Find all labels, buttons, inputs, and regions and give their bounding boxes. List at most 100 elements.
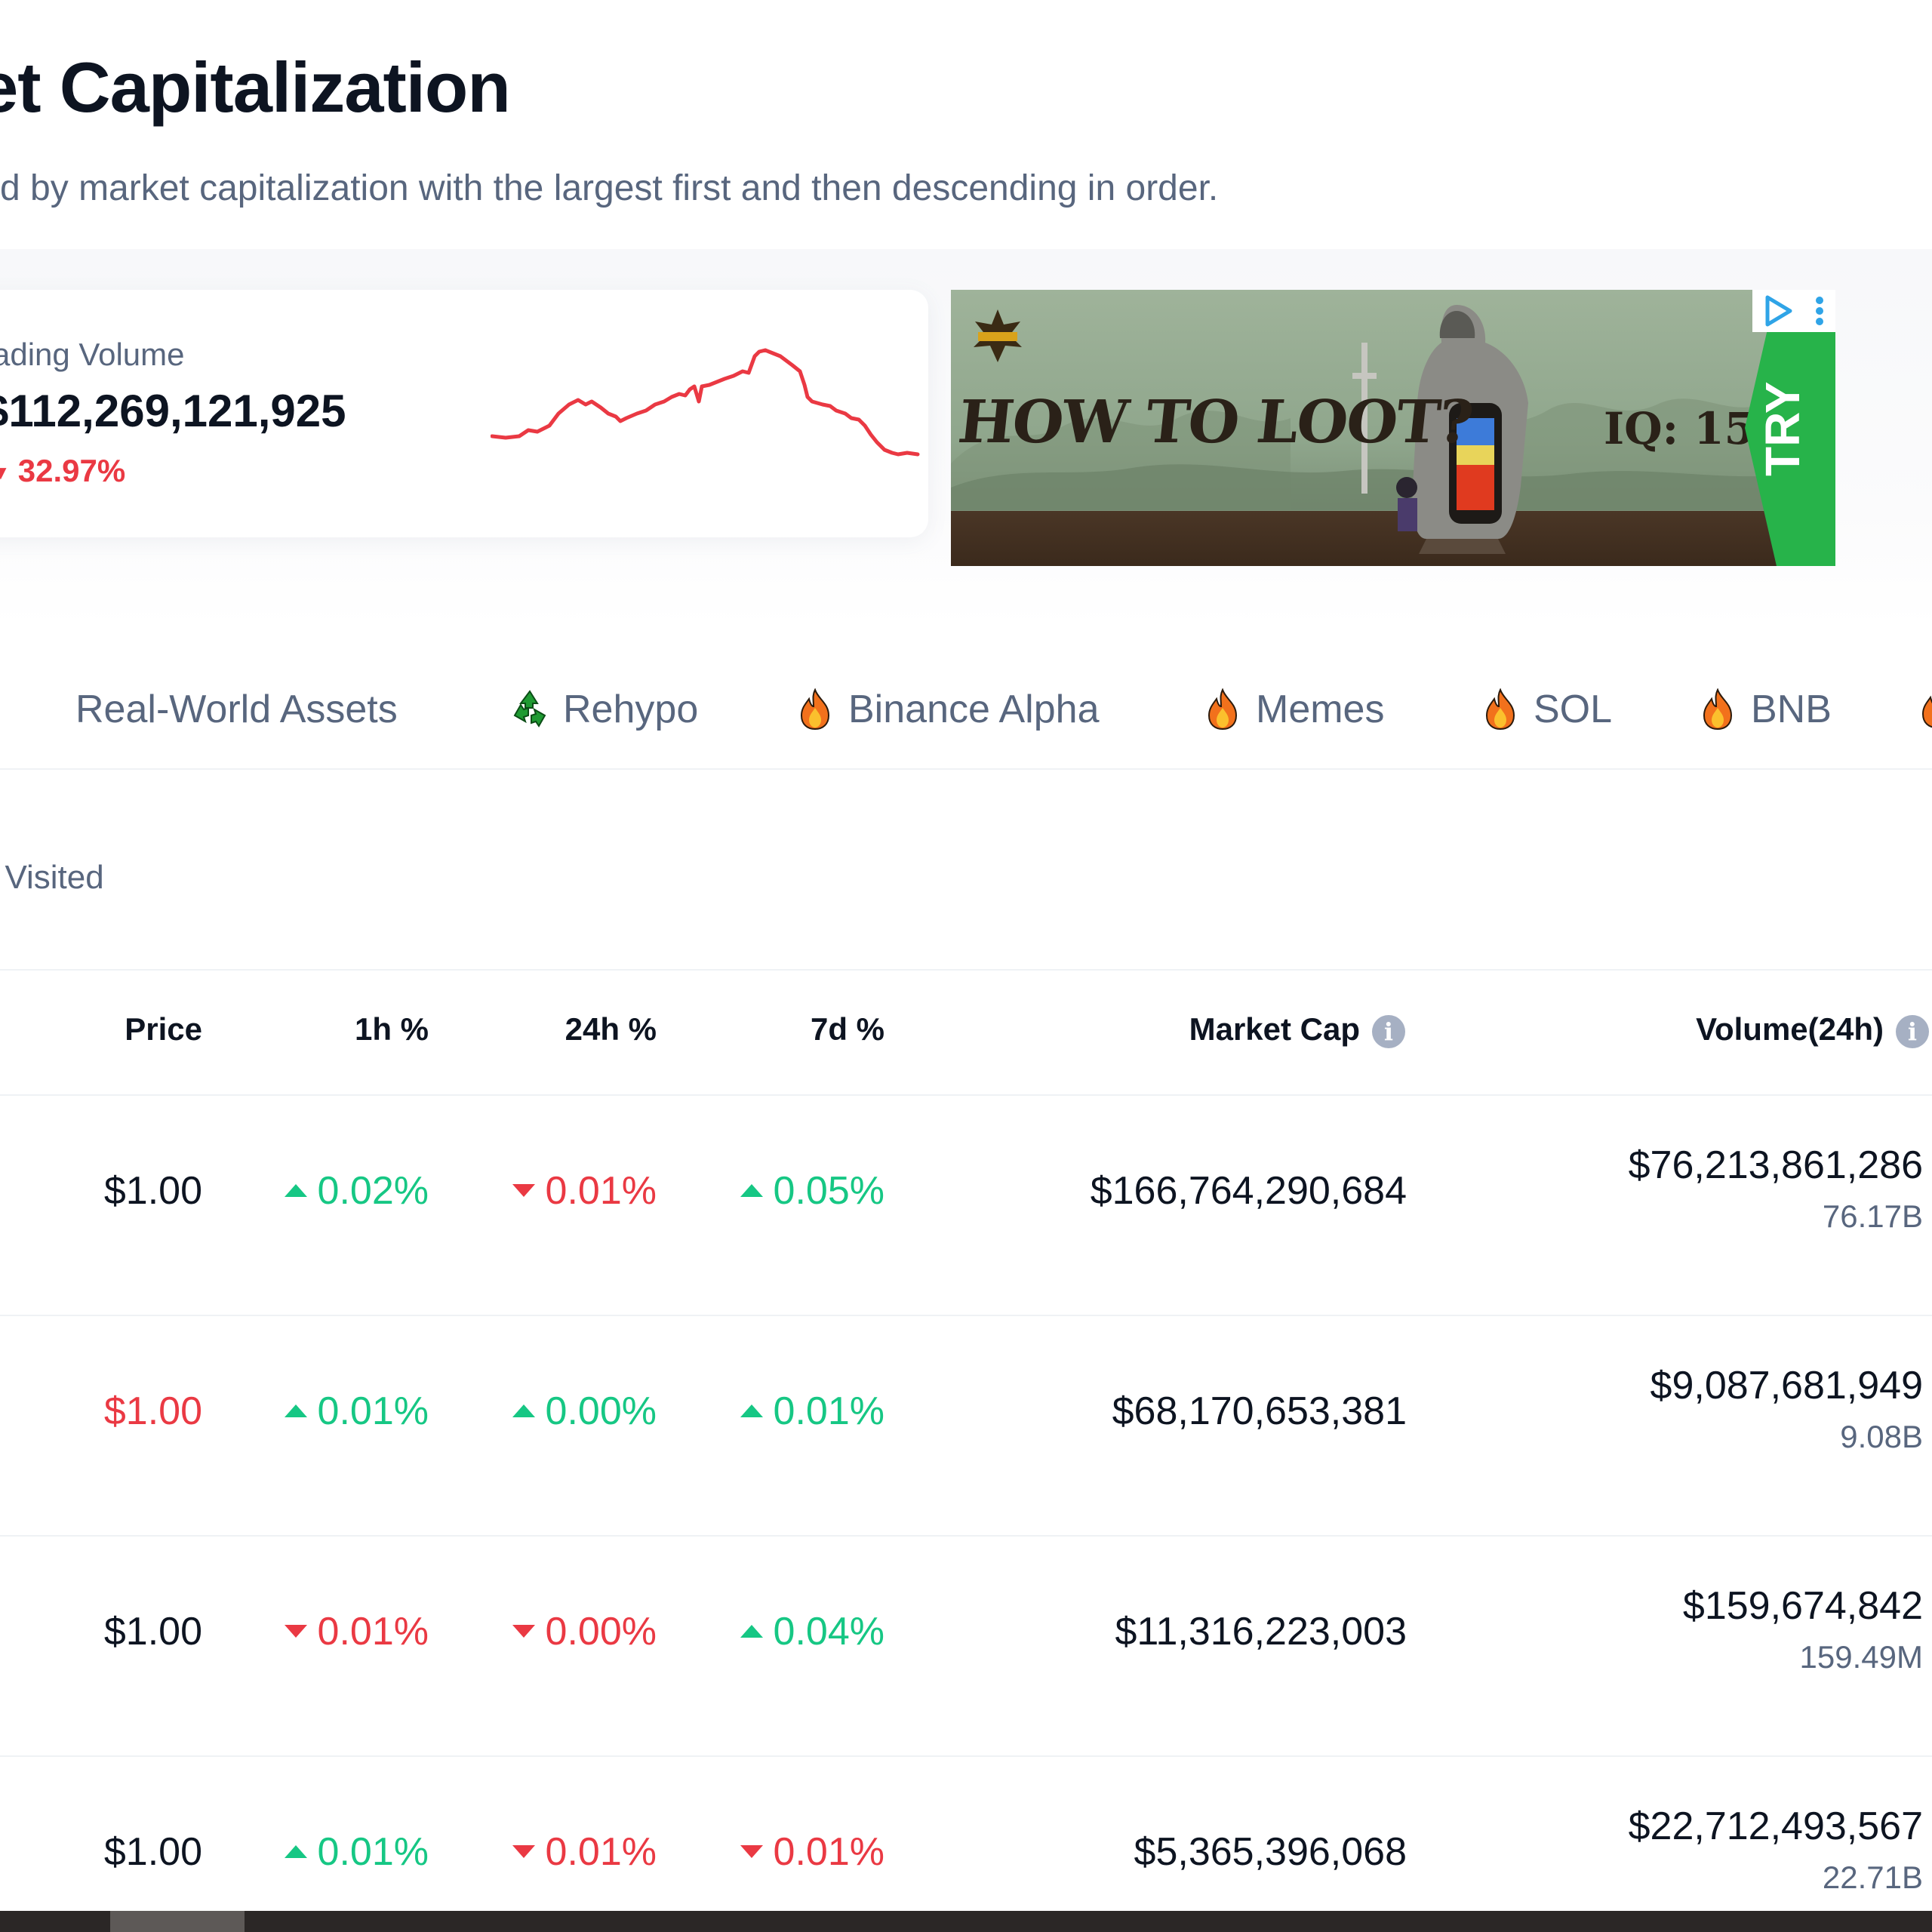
- divider: [0, 1094, 1932, 1096]
- column-header-24h[interactable]: 24h %: [565, 1011, 657, 1047]
- scrollbar-thumb[interactable]: [110, 1911, 245, 1932]
- caret-up-icon: [740, 1183, 763, 1197]
- percent-value: 0.00%: [545, 1610, 657, 1654]
- table-row[interactable]: $1.00 0.01% 0.00% 0.04% $11,316,223,003 $159,…: [0, 1537, 1932, 1757]
- volume-sub-cell: 22.71B: [1822, 1860, 1923, 1895]
- ad-choices[interactable]: [1752, 290, 1835, 332]
- divider: [0, 969, 1932, 971]
- tab-overflow[interactable]: [1917, 687, 1932, 729]
- column-header-market-cap[interactable]: Market Cap i: [1189, 1011, 1405, 1048]
- ad-choices-icon[interactable]: [1761, 294, 1795, 328]
- percent-value: 0.02%: [317, 1169, 429, 1213]
- price-cell: $1.00: [103, 1169, 202, 1213]
- fire-icon: [1208, 688, 1238, 731]
- trading-volume-change: ▼ 32.97%: [0, 453, 125, 489]
- column-header-price[interactable]: Price: [125, 1011, 202, 1047]
- price-cell: $1.00: [103, 1389, 202, 1433]
- tab-binance-alpha[interactable]: Binance Alpha: [795, 687, 1100, 732]
- trading-volume-change-value: 32.97%: [17, 453, 126, 488]
- page-title: et Capitalization: [0, 48, 511, 127]
- recycle-icon: [513, 690, 546, 728]
- ad-background-art: [951, 398, 1835, 510]
- volume-sub-cell: 159.49M: [1799, 1639, 1923, 1675]
- column-header-7d[interactable]: 7d %: [810, 1011, 884, 1047]
- last-visited-label[interactable]: t Visited: [0, 859, 104, 896]
- volume-cell: $76,213,861,286: [1628, 1143, 1923, 1187]
- caret-up-icon: [512, 1404, 535, 1417]
- volume-cell: $22,712,493,567: [1628, 1804, 1923, 1848]
- percent-value: 0.01%: [773, 1389, 884, 1433]
- percent-value: 0.04%: [773, 1610, 884, 1654]
- ad-try-label: TRY: [1755, 381, 1810, 476]
- trading-volume-label: rading Volume: [0, 337, 185, 372]
- tab-label: Real-World Assets: [75, 688, 398, 731]
- tab-memes[interactable]: Memes: [1203, 687, 1384, 732]
- tab-bnb[interactable]: BNB: [1698, 687, 1832, 732]
- tab-sol[interactable]: SOL: [1481, 687, 1612, 732]
- table-row[interactable]: $1.00 0.01% 0.00% 0.01% $68,170,653,381 $9,08…: [0, 1316, 1932, 1537]
- percent-value: 0.01%: [545, 1169, 657, 1213]
- tab-real-world-assets[interactable]: Real-World Assets: [75, 687, 398, 732]
- caret-down-icon: [512, 1844, 535, 1858]
- volume-sub-cell: 9.08B: [1840, 1419, 1923, 1454]
- market-cap-cell: $166,764,290,684: [1090, 1169, 1407, 1213]
- caret-down-icon: [284, 1624, 307, 1638]
- percent-change-d7: 0.05%: [740, 1168, 884, 1214]
- percent-change-d7: 0.01%: [740, 1829, 884, 1875]
- fire-icon: [1921, 695, 1932, 728]
- tab-label: Memes: [1256, 688, 1385, 731]
- percent-change-h24: 0.00%: [512, 1609, 657, 1654]
- column-header-1h[interactable]: 1h %: [354, 1011, 429, 1047]
- advertisement-banner[interactable]: HOW TO LOOT? IQ: 155 TRY: [951, 290, 1835, 566]
- price-cell: $1.00: [103, 1830, 202, 1874]
- price-cell: $1.00: [103, 1610, 202, 1654]
- horizontal-scrollbar[interactable]: [0, 1911, 1932, 1932]
- percent-change-h1: 0.02%: [284, 1168, 429, 1214]
- percent-value: 0.01%: [317, 1610, 429, 1654]
- caret-up-icon: [284, 1183, 307, 1197]
- volume-header-label: Volume(24h): [1696, 1011, 1884, 1047]
- tab-label: Rehypo: [563, 688, 699, 731]
- fire-icon: [1703, 688, 1733, 731]
- market-cap-cell: $11,316,223,003: [1115, 1610, 1407, 1654]
- table-row[interactable]: $1.00 0.02% 0.01% 0.05% $166,764,290,684 $76,…: [0, 1096, 1932, 1316]
- trading-volume-value: $112,269,121,925: [0, 386, 346, 436]
- volume-cell: $9,087,681,949: [1650, 1364, 1923, 1407]
- page-subtitle: d by market capitalization with the larg…: [0, 168, 1219, 208]
- percent-value: 0.05%: [773, 1169, 884, 1213]
- category-tabs: Real-World Assets Rehypo Binance Alpha M…: [0, 664, 1932, 770]
- caret-up-icon: [740, 1404, 763, 1417]
- trading-volume-card[interactable]: [0, 290, 928, 537]
- sparkline-line: [491, 348, 920, 457]
- percent-value: 0.01%: [317, 1830, 429, 1874]
- percent-value: 0.01%: [545, 1830, 657, 1874]
- percent-change-h24: 0.01%: [512, 1829, 657, 1875]
- info-icon[interactable]: i: [1896, 1014, 1929, 1048]
- caret-down-icon: [740, 1844, 763, 1858]
- caret-up-icon: [740, 1624, 763, 1638]
- ad-headline: HOW TO LOOT?: [955, 388, 1475, 457]
- percent-value: 0.01%: [317, 1389, 429, 1433]
- table-row[interactable]: $1.00 0.01% 0.01% 0.01% $5,365,396,068 $22,71…: [0, 1757, 1932, 1932]
- ad-character-illustration: [1352, 305, 1528, 554]
- caret-down-icon: ▼: [0, 461, 11, 485]
- column-header-volume[interactable]: Volume(24h) i: [1696, 1011, 1929, 1048]
- more-options-icon[interactable]: [1812, 294, 1827, 328]
- percent-change-h24: 0.01%: [512, 1168, 657, 1214]
- caret-up-icon: [284, 1844, 307, 1858]
- tab-rehypo[interactable]: Rehypo: [510, 687, 698, 732]
- percent-change-d7: 0.01%: [740, 1389, 884, 1434]
- percent-change-h24: 0.00%: [512, 1389, 657, 1434]
- tab-label: Binance Alpha: [848, 688, 1100, 731]
- percent-value: 0.00%: [545, 1389, 657, 1433]
- caret-down-icon: [512, 1183, 535, 1197]
- tab-label: BNB: [1751, 688, 1832, 731]
- volume-sub-cell: 76.17B: [1822, 1198, 1923, 1234]
- info-icon[interactable]: i: [1372, 1014, 1405, 1048]
- market-cap-cell: $5,365,396,068: [1134, 1830, 1407, 1874]
- volume-cell: $159,674,842: [1682, 1584, 1923, 1628]
- market-cap-cell: $68,170,653,381: [1112, 1389, 1407, 1433]
- market-cap-header-label: Market Cap: [1189, 1011, 1360, 1047]
- percent-change-h1: 0.01%: [284, 1389, 429, 1434]
- caret-down-icon: [512, 1624, 535, 1638]
